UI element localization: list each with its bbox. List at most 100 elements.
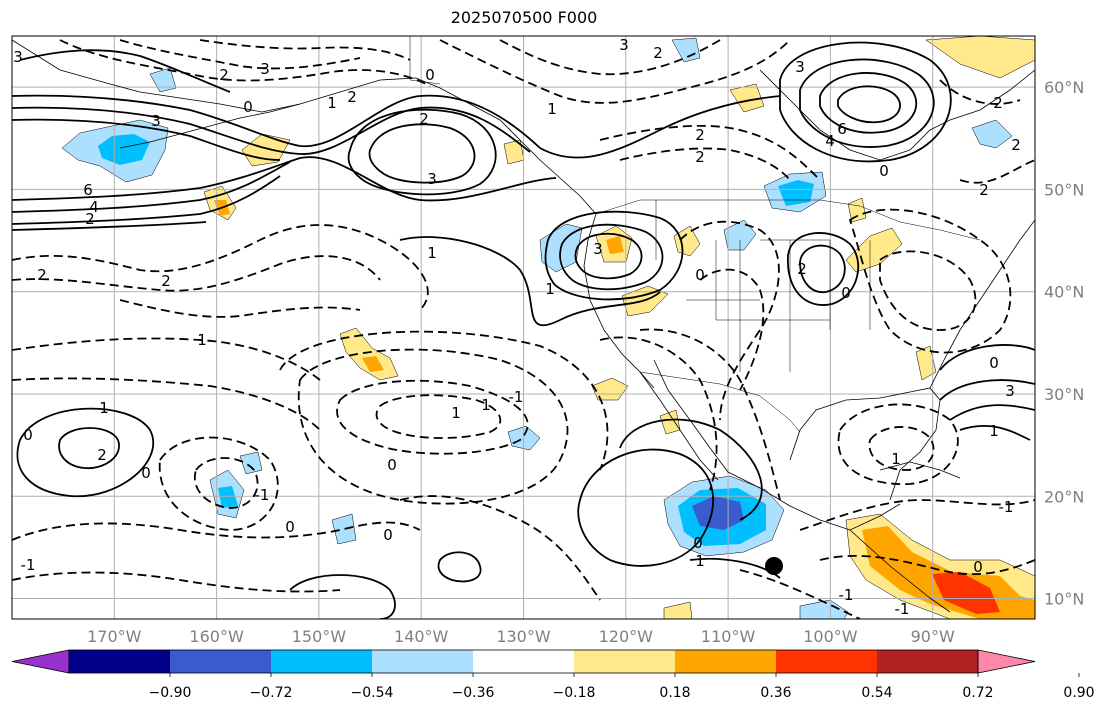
colorbar-tick-label: 0.72 [962, 685, 993, 701]
contour-neg-mexico-1 [599, 336, 718, 491]
contour-label: 0 [989, 354, 999, 372]
contour-label: 2 [219, 66, 229, 84]
contour-neg-hawaii-2 [193, 457, 259, 509]
contour-high-hudson-3 [819, 72, 917, 134]
map-frame [11, 35, 1036, 620]
contour-high-hudson-4 [837, 85, 901, 124]
map-title: 2025070500 F000 [450, 8, 598, 27]
colorbar-tick-label: −0.36 [452, 685, 495, 701]
contour-neg-labrador [939, 79, 1035, 184]
contour-atlantic-high [939, 344, 1035, 441]
contour-label: 0 [141, 464, 151, 482]
contour-neg-carib-2 [819, 555, 1035, 576]
shade-blue-dakota [723, 219, 757, 251]
contour-label: 0 [383, 526, 393, 544]
contour-neg-pacific-4 [12, 337, 321, 381]
contour-label: 3 [427, 170, 437, 188]
contour-label: 2 [979, 181, 989, 199]
colorbar-swatch [271, 650, 373, 673]
longitude-label: 170°W [87, 627, 142, 646]
contour-high-hudson-2 [799, 58, 935, 148]
coast-east-us [929, 219, 1035, 389]
colorbar-swatch [170, 650, 272, 673]
colorbar-swatch [574, 650, 676, 673]
colorbar-extend-low [11, 649, 70, 674]
storm-marker [765, 557, 783, 575]
contour-high-hudson-1 [779, 41, 952, 163]
latitude-label: 30°N [1044, 385, 1084, 404]
longitude-label: 150°W [292, 627, 347, 646]
contour-neg-caribbean [799, 499, 1035, 531]
contour-label: 6 [837, 120, 847, 138]
colorbar-tick-label: 0.90 [1063, 685, 1094, 701]
contour-neg-gulf-2 [868, 426, 935, 471]
contour-lines-negative [12, 39, 1035, 619]
contour-ridge-westus-1 [544, 210, 684, 301]
latitude-label: 50°N [1044, 180, 1084, 199]
contour-zonal-jet-4 [12, 156, 557, 202]
coast-baja [639, 371, 719, 481]
coast-aleutians [119, 103, 301, 149]
contour-neg-subtrop-3 [297, 348, 569, 505]
contour-label: 2 [653, 44, 663, 62]
colorbar-swatch [473, 650, 575, 673]
contour-mexico-high-2 [577, 448, 714, 567]
contour-neg-bering-3 [199, 39, 411, 61]
coast-gulf-mexico [789, 387, 941, 501]
colorbar-extend-high [977, 649, 1036, 674]
latitude-label: 10°N [1044, 590, 1084, 609]
contour-label: -1 [895, 600, 910, 618]
longitude-label: 110°W [701, 627, 756, 646]
latitude-label: 40°N [1044, 283, 1084, 302]
coastlines [12, 39, 1035, 613]
contour-high-gulfalaska-2 [368, 123, 476, 184]
contour-label: 0 [243, 98, 253, 116]
contour-label: 2 [695, 148, 705, 166]
contour-label: 1 [427, 244, 437, 262]
contour-ridge-westus-2 [559, 223, 664, 291]
border-us-canada [595, 199, 981, 241]
contour-label: 1 [99, 399, 109, 417]
contour-central-pacific-low-2 [58, 427, 120, 469]
contour-label: 2 [85, 210, 95, 228]
colorbar-tick-label: −0.18 [553, 685, 596, 701]
shade-yellow-baja [591, 377, 629, 401]
latitude-label: 20°N [1044, 487, 1084, 506]
coast-central-america [849, 529, 951, 613]
contour-neg-subtrop-1 [336, 379, 529, 455]
contour-label: 0 [841, 284, 851, 302]
shade-yellow-florida [915, 345, 937, 381]
contour-neg-plains-2 [699, 268, 765, 391]
contour-label: 3 [795, 58, 805, 76]
contour-neg-tropics-2 [739, 569, 861, 619]
contour-label: -1 [21, 556, 36, 574]
contour-zonal-jet-6 [12, 175, 281, 225]
contour-label: 3 [1005, 382, 1015, 400]
contour-neg-pacific-1 [12, 224, 429, 311]
shade-blue-pacific-se [799, 599, 849, 619]
contour-south-pacific [289, 574, 396, 619]
colorbar-tick-label: 0.18 [659, 685, 690, 701]
shade-yellow-north-pacific [241, 133, 291, 167]
contour-label: 6 [83, 181, 93, 199]
shade-yellow-wyoming [673, 225, 701, 257]
contour-label: 0 [23, 426, 33, 444]
contour-label: 1 [891, 450, 901, 468]
contour-zonal-jet-7 [12, 221, 207, 231]
contour-label: -1 [839, 586, 854, 604]
contour-neg-gulf-1 [837, 403, 959, 486]
colorbar-tick-label: −0.54 [351, 685, 394, 701]
contour-south-pacific-2 [437, 551, 482, 583]
contour-label: 0 [693, 534, 703, 552]
shade-cyan-hawaii-s [218, 486, 238, 508]
contour-label: 1 [451, 404, 461, 422]
shade-yellow-hudson [847, 197, 867, 223]
contour-neg-south-1 [12, 521, 421, 541]
contour-label: 2 [993, 94, 1003, 112]
colorbar-labels: −0.90 −0.72 −0.54 −0.36 −0.18 0.18 0.36 0.54 0.7… [149, 685, 1095, 701]
shade-blue-sw-pac [331, 513, 357, 545]
contour-label: -1 [509, 388, 524, 406]
contour-neg-bering-1 [59, 39, 431, 87]
contour-low-plains [787, 232, 859, 306]
contour-neg-tropics-1 [399, 495, 601, 601]
